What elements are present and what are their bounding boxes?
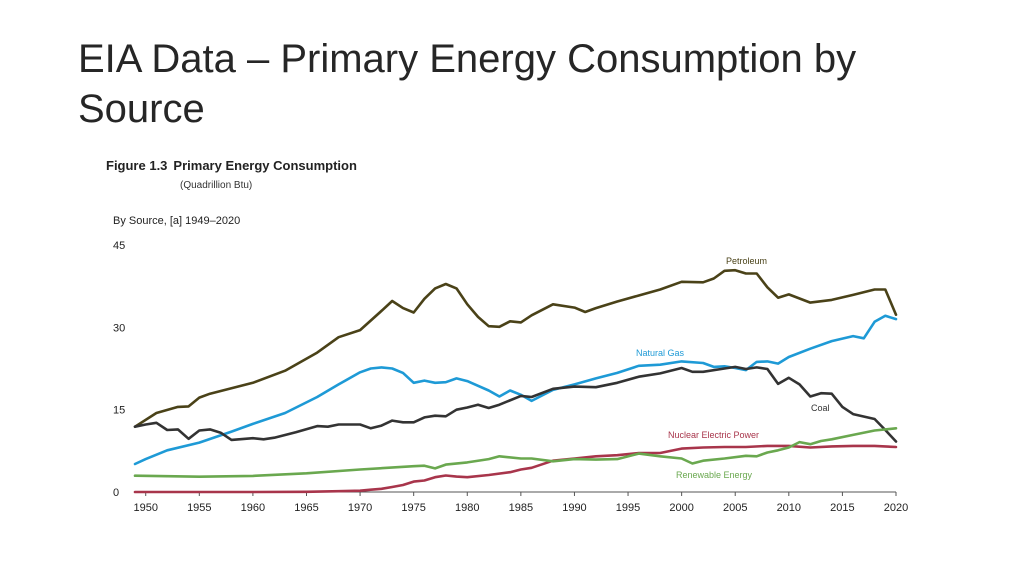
chart-axes: 0 15 30 45 1950 1955 1960 1965 1970 1975 1980 1985 1…: [113, 240, 908, 514]
x-tick-label: 1980: [455, 502, 479, 514]
x-tick-label: 1985: [509, 502, 533, 514]
figure-units: (Quadrillion Btu): [180, 180, 253, 191]
series-line-petroleum: [133, 268, 898, 429]
x-tick-label: 2005: [723, 502, 747, 514]
x-tick-label: 2020: [884, 502, 908, 514]
chart-series: [133, 268, 898, 494]
series-label-nuclear-electric-power: Nuclear Electric Power: [668, 430, 759, 440]
x-tick-label: 1970: [348, 502, 372, 514]
series-label-renewable-energy: Renewable Energy: [676, 470, 753, 480]
x-tick-label: 2010: [777, 502, 801, 514]
x-tick-label: 1960: [241, 502, 265, 514]
x-tick-label: 1950: [133, 502, 157, 514]
x-tick-label: 1995: [616, 502, 640, 514]
x-tick-label: 1965: [294, 502, 318, 514]
figure-label: Figure 1.3: [106, 158, 168, 173]
figure-heading: Figure 1.3 Primary Energy Consumption: [106, 158, 357, 173]
series-line-natural-gas: [133, 314, 898, 466]
y-tick-label: 15: [113, 405, 125, 417]
series-label-petroleum: Petroleum: [726, 256, 767, 266]
x-tick-label: 1955: [187, 502, 211, 514]
x-tick-label: 1975: [401, 502, 425, 514]
x-tick-label: 2015: [830, 502, 854, 514]
figure-title: Primary Energy Consumption: [173, 158, 357, 173]
series-label-natural-gas: Natural Gas: [636, 348, 685, 358]
y-tick-label: 0: [113, 487, 119, 499]
series-line-renewable-energy: [133, 426, 898, 479]
y-tick-label: 30: [113, 322, 125, 334]
slide-title: EIA Data – Primary Energy Consumption by…: [78, 37, 857, 131]
series-label-coal: Coal: [811, 403, 830, 413]
series-line-nuclear-electric-power: [133, 444, 898, 494]
chart-labels: Petroleum Natural Gas Coal Nuclear Electric…: [636, 256, 830, 480]
x-tick-label: 1990: [562, 502, 586, 514]
figure-subtitle: By Source, [a] 1949–2020: [113, 215, 241, 227]
series-line-coal: [133, 365, 898, 443]
x-tick-label: 2000: [669, 502, 693, 514]
y-tick-label: 45: [113, 240, 125, 252]
